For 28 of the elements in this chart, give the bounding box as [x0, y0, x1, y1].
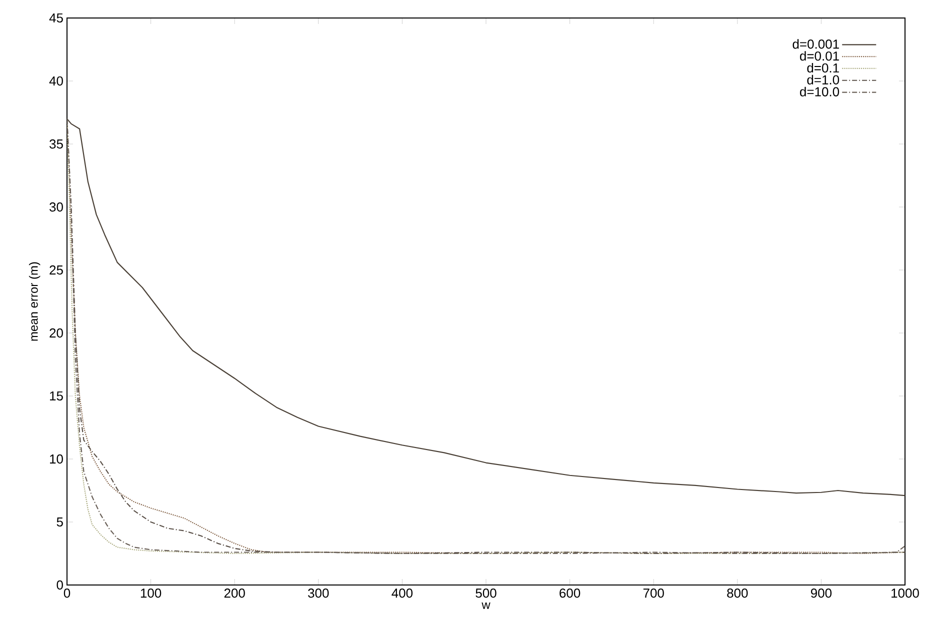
y-tick-label: 45 — [49, 13, 63, 23]
y-tick-label: 20 — [50, 328, 63, 338]
legend-label: d=1.0 — [807, 74, 840, 84]
x-tick-label: 500 — [476, 588, 496, 598]
x-axis-title: w — [482, 602, 490, 609]
y-tick-label: 35 — [50, 139, 63, 149]
x-tick-label: 300 — [308, 588, 329, 598]
x-tick-label: 100 — [140, 588, 162, 598]
y-tick-label: 25 — [50, 265, 63, 275]
y-tick-label: 40 — [49, 76, 63, 86]
legend-label: d=10.0 — [800, 86, 840, 96]
legend-label: d=0.001 — [792, 39, 839, 49]
legend-label: d=0.01 — [800, 51, 839, 61]
x-tick-label: 800 — [727, 588, 748, 598]
y-tick-label: 10 — [50, 454, 63, 464]
y-tick-label: 15 — [50, 391, 63, 401]
x-tick-label: 200 — [224, 588, 245, 598]
x-tick-label: 400 — [392, 588, 413, 598]
x-tick-label: 900 — [810, 588, 832, 598]
legend-label: d=0.1 — [807, 63, 839, 73]
x-tick-label: 0 — [64, 588, 70, 598]
y-tick-label: 5 — [56, 517, 63, 527]
x-tick-label: 1000 — [892, 588, 919, 598]
x-tick-label: 700 — [643, 588, 664, 598]
y-tick-label: 30 — [50, 202, 63, 212]
x-tick-label: 600 — [560, 588, 580, 598]
y-tick-label: 0 — [56, 580, 63, 590]
y-axis-title: mean error (m) — [28, 262, 40, 341]
